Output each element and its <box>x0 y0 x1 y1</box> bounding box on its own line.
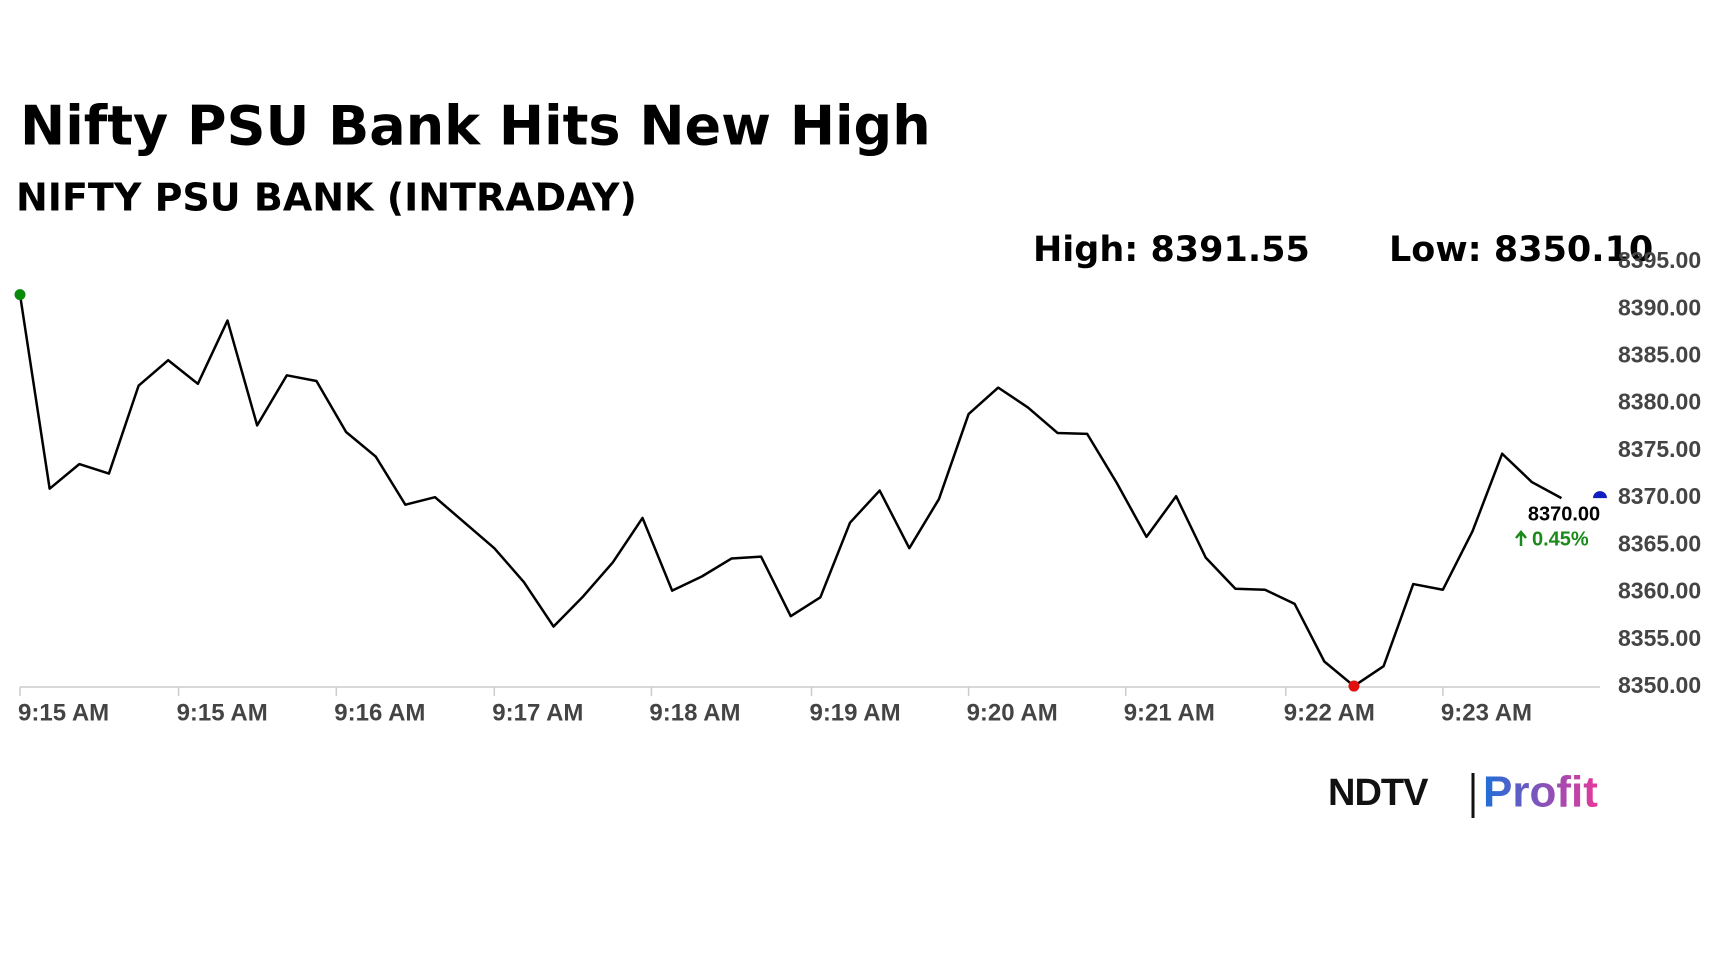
y-tick-label: 8350.00 <box>1618 672 1701 698</box>
y-tick-label: 8380.00 <box>1618 389 1701 415</box>
logo-right: Profit <box>1483 768 1598 817</box>
high-label: High: 8391.55 <box>1033 230 1310 270</box>
low-marker <box>1348 680 1360 692</box>
x-tick-label: 9:20 AM <box>967 699 1058 726</box>
y-tick-label: 8390.00 <box>1618 294 1701 320</box>
change-label: 0.45% <box>1532 528 1589 550</box>
open-marker <box>14 289 26 301</box>
x-tick-label: 9:15 AM <box>18 699 109 726</box>
x-tick-label: 9:23 AM <box>1441 699 1532 726</box>
last-marker <box>1593 491 1607 499</box>
y-tick-label: 8395.00 <box>1618 247 1701 273</box>
chart-title: Nifty PSU Bank Hits New High <box>20 95 931 158</box>
logo-left: NDTV <box>1328 772 1429 814</box>
price-line <box>18 294 1563 688</box>
x-tick-label: 9:22 AM <box>1284 699 1375 726</box>
y-tick-label: 8360.00 <box>1618 578 1701 604</box>
x-tick-label: 9:17 AM <box>492 699 583 726</box>
x-tick-label: 9:15 AM <box>177 699 268 726</box>
x-tick-label: 9:18 AM <box>649 699 740 726</box>
y-tick-label: 8375.00 <box>1618 436 1701 462</box>
low-label: Low: 8350.10 <box>1389 230 1653 270</box>
x-tick-label: 9:19 AM <box>809 699 900 726</box>
up-arrow <box>1515 530 1527 546</box>
y-tick-label: 8385.00 <box>1618 342 1701 368</box>
x-tick-label: 9:16 AM <box>334 699 425 726</box>
y-tick-label: 8370.00 <box>1618 483 1701 509</box>
y-tick-label: 8355.00 <box>1618 625 1701 651</box>
x-tick-label: 9:21 AM <box>1124 699 1215 726</box>
chart-subtitle: NIFTY PSU BANK (INTRADAY) <box>16 176 637 220</box>
y-tick-label: 8365.00 <box>1618 530 1701 556</box>
last-value-label: 8370.00 <box>1528 503 1600 525</box>
